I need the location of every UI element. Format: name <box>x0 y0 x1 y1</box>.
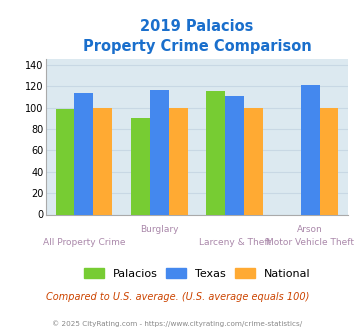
Bar <box>93 108 112 214</box>
Legend: Palacios, Texas, National: Palacios, Texas, National <box>79 263 315 283</box>
Text: Burglary: Burglary <box>140 225 179 234</box>
Text: Compared to U.S. average. (U.S. average equals 100): Compared to U.S. average. (U.S. average … <box>46 292 309 302</box>
Text: © 2025 CityRating.com - https://www.cityrating.com/crime-statistics/: © 2025 CityRating.com - https://www.city… <box>53 320 302 327</box>
Text: Arson: Arson <box>297 225 323 234</box>
Text: All Property Crime: All Property Crime <box>43 238 125 247</box>
Bar <box>75 92 93 214</box>
Bar <box>150 90 169 214</box>
Bar <box>56 109 75 214</box>
Bar <box>169 108 187 214</box>
Bar <box>320 108 338 214</box>
Text: Larceny & Theft: Larceny & Theft <box>199 238 271 247</box>
Bar <box>301 85 320 214</box>
Bar <box>244 108 263 214</box>
Bar <box>207 91 225 214</box>
Bar <box>225 96 244 214</box>
Text: Motor Vehicle Theft: Motor Vehicle Theft <box>266 238 354 247</box>
Title: 2019 Palacios
Property Crime Comparison: 2019 Palacios Property Crime Comparison <box>83 19 311 54</box>
Bar <box>131 118 150 214</box>
